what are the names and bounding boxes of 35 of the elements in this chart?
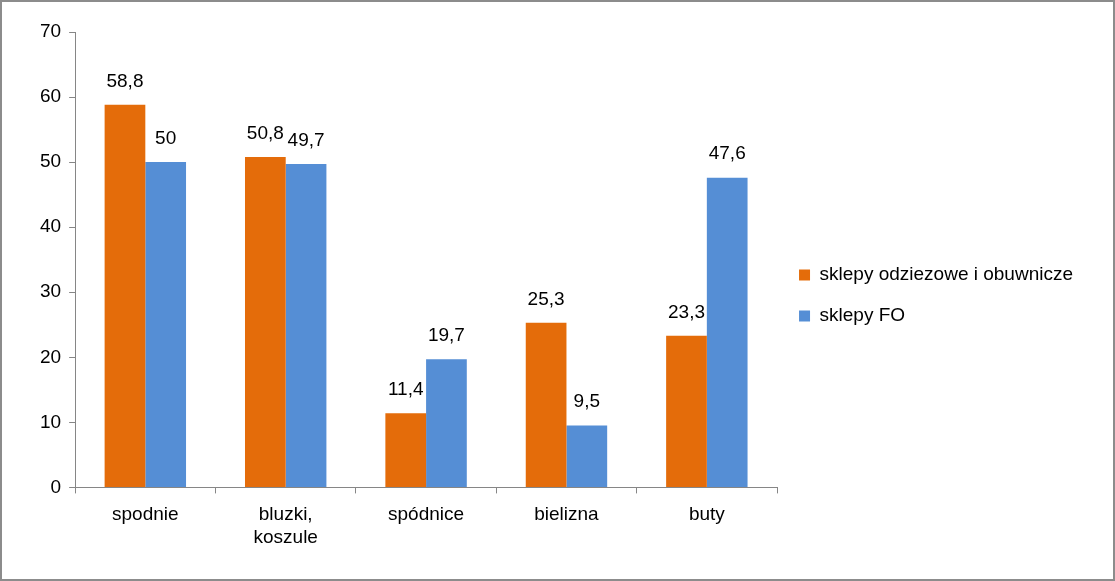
bar [285,164,327,487]
bar [566,425,608,487]
data-label: 47,6 [708,142,746,164]
bar [525,322,567,487]
legend-label: sklepy FO [819,304,906,326]
y-tick-label: 20 [39,345,62,367]
data-label: 50,8 [246,121,284,143]
x-tick-label: spodnie [112,503,179,525]
data-label: 25,3 [527,287,565,309]
y-tick-label: 40 [39,215,62,237]
data-label: 23,3 [668,300,705,322]
bar [706,177,748,487]
bar [244,156,286,487]
bar [145,162,187,487]
y-tick-label: 30 [39,280,62,302]
y-tick-label: 0 [50,475,62,497]
bar [104,104,146,487]
x-tick-label: bielizna [534,503,600,525]
x-tick-label: spódnice [388,503,465,525]
data-label: 19,7 [427,323,465,345]
data-label: 49,7 [287,128,325,150]
data-label: 50 [155,126,177,148]
legend-label: sklepy odziezowe i obuwnicze [819,263,1073,285]
data-label: 9,5 [573,390,601,412]
y-tick-label: 60 [39,85,62,107]
y-tick-label: 10 [39,410,62,432]
bar [385,413,427,487]
data-label: 11,4 [387,377,424,399]
x-tick-label: buty [688,503,726,525]
y-tick-label: 70 [39,20,62,42]
bar [666,335,707,487]
y-tick-label: 50 [39,150,62,172]
bar [426,359,467,487]
x-tick-label: bluzki, koszule [253,503,318,547]
data-label: 58,8 [106,69,144,91]
